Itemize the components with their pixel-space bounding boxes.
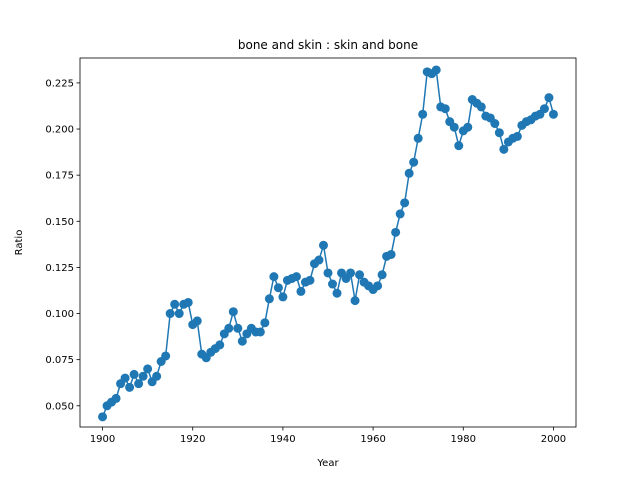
data-point <box>269 272 279 282</box>
y-axis: 0.050 0.075 0.100 0.125 0.150 0.175 0.200 0.225 <box>45 78 80 412</box>
data-point <box>346 268 356 278</box>
data-point <box>404 168 414 178</box>
data-point <box>255 327 265 337</box>
data-point <box>305 275 315 285</box>
data-point <box>499 144 509 154</box>
plot-area <box>98 65 558 422</box>
data-point <box>386 249 396 259</box>
data-point <box>544 93 554 103</box>
data-point <box>355 270 365 280</box>
data-point <box>323 268 333 278</box>
data-point <box>125 382 135 392</box>
data-point <box>143 364 153 374</box>
data-point <box>409 157 419 167</box>
x-tick-label: 1940 <box>270 434 295 445</box>
data-point <box>134 379 144 389</box>
data-point <box>129 369 139 379</box>
data-point <box>233 323 243 333</box>
data-point <box>174 309 184 319</box>
data-point <box>476 102 486 112</box>
series-line <box>101 68 555 418</box>
data-point <box>332 288 342 298</box>
data-point <box>111 393 121 403</box>
data-point <box>328 279 338 289</box>
data-point <box>413 133 423 143</box>
y-tick-label: 0.125 <box>45 263 74 274</box>
y-tick-label: 0.150 <box>45 217 74 228</box>
x-tick-label: 1900 <box>90 434 115 445</box>
data-point <box>454 141 464 151</box>
data-point <box>273 283 283 293</box>
data-point <box>152 371 162 381</box>
y-axis-label: Ratio <box>14 230 25 256</box>
x-axis-label: Year <box>316 458 339 469</box>
x-tick-label: 2000 <box>541 434 566 445</box>
data-point <box>192 316 202 326</box>
data-point <box>373 281 383 291</box>
data-point <box>138 371 148 381</box>
data-point <box>391 227 401 237</box>
data-point <box>98 412 108 422</box>
data-point <box>395 209 405 219</box>
data-point <box>490 119 500 128</box>
data-point <box>449 122 459 132</box>
data-point <box>170 299 180 309</box>
data-point <box>260 318 270 328</box>
data-point <box>161 351 171 361</box>
x-tick-label: 1920 <box>180 434 205 445</box>
data-point <box>165 309 175 319</box>
data-point <box>463 122 473 132</box>
data-point <box>183 297 193 307</box>
y-tick-label: 0.175 <box>45 171 74 182</box>
data-point <box>120 373 130 383</box>
data-point <box>296 286 306 296</box>
plot-frame <box>79 57 577 428</box>
y-tick-label: 0.100 <box>45 309 74 320</box>
data-point <box>264 294 274 304</box>
data-point <box>400 198 410 208</box>
data-point <box>440 104 450 114</box>
data-point <box>377 270 387 280</box>
data-point <box>431 65 441 75</box>
data-point <box>318 240 328 250</box>
data-point <box>350 296 360 306</box>
x-tick-label: 1960 <box>360 434 385 445</box>
y-tick-label: 0.075 <box>45 355 74 366</box>
y-tick-label: 0.050 <box>45 401 74 412</box>
data-point <box>228 307 238 317</box>
data-point <box>539 104 549 114</box>
x-tick-label: 1980 <box>451 434 476 445</box>
data-point <box>224 323 234 333</box>
data-point <box>314 255 324 265</box>
x-axis: 1900 1920 1940 1960 1980 2000 <box>90 427 566 445</box>
data-point <box>278 292 288 302</box>
data-point <box>512 131 522 141</box>
y-tick-label: 0.200 <box>45 125 74 136</box>
data-point <box>548 109 558 119</box>
data-point <box>494 128 504 138</box>
data-point <box>237 336 247 346</box>
chart-title: bone and skin : skin and bone <box>238 38 418 52</box>
data-point <box>215 340 225 350</box>
data-point <box>291 272 301 282</box>
y-tick-label: 0.225 <box>45 78 74 89</box>
data-point <box>418 109 428 119</box>
